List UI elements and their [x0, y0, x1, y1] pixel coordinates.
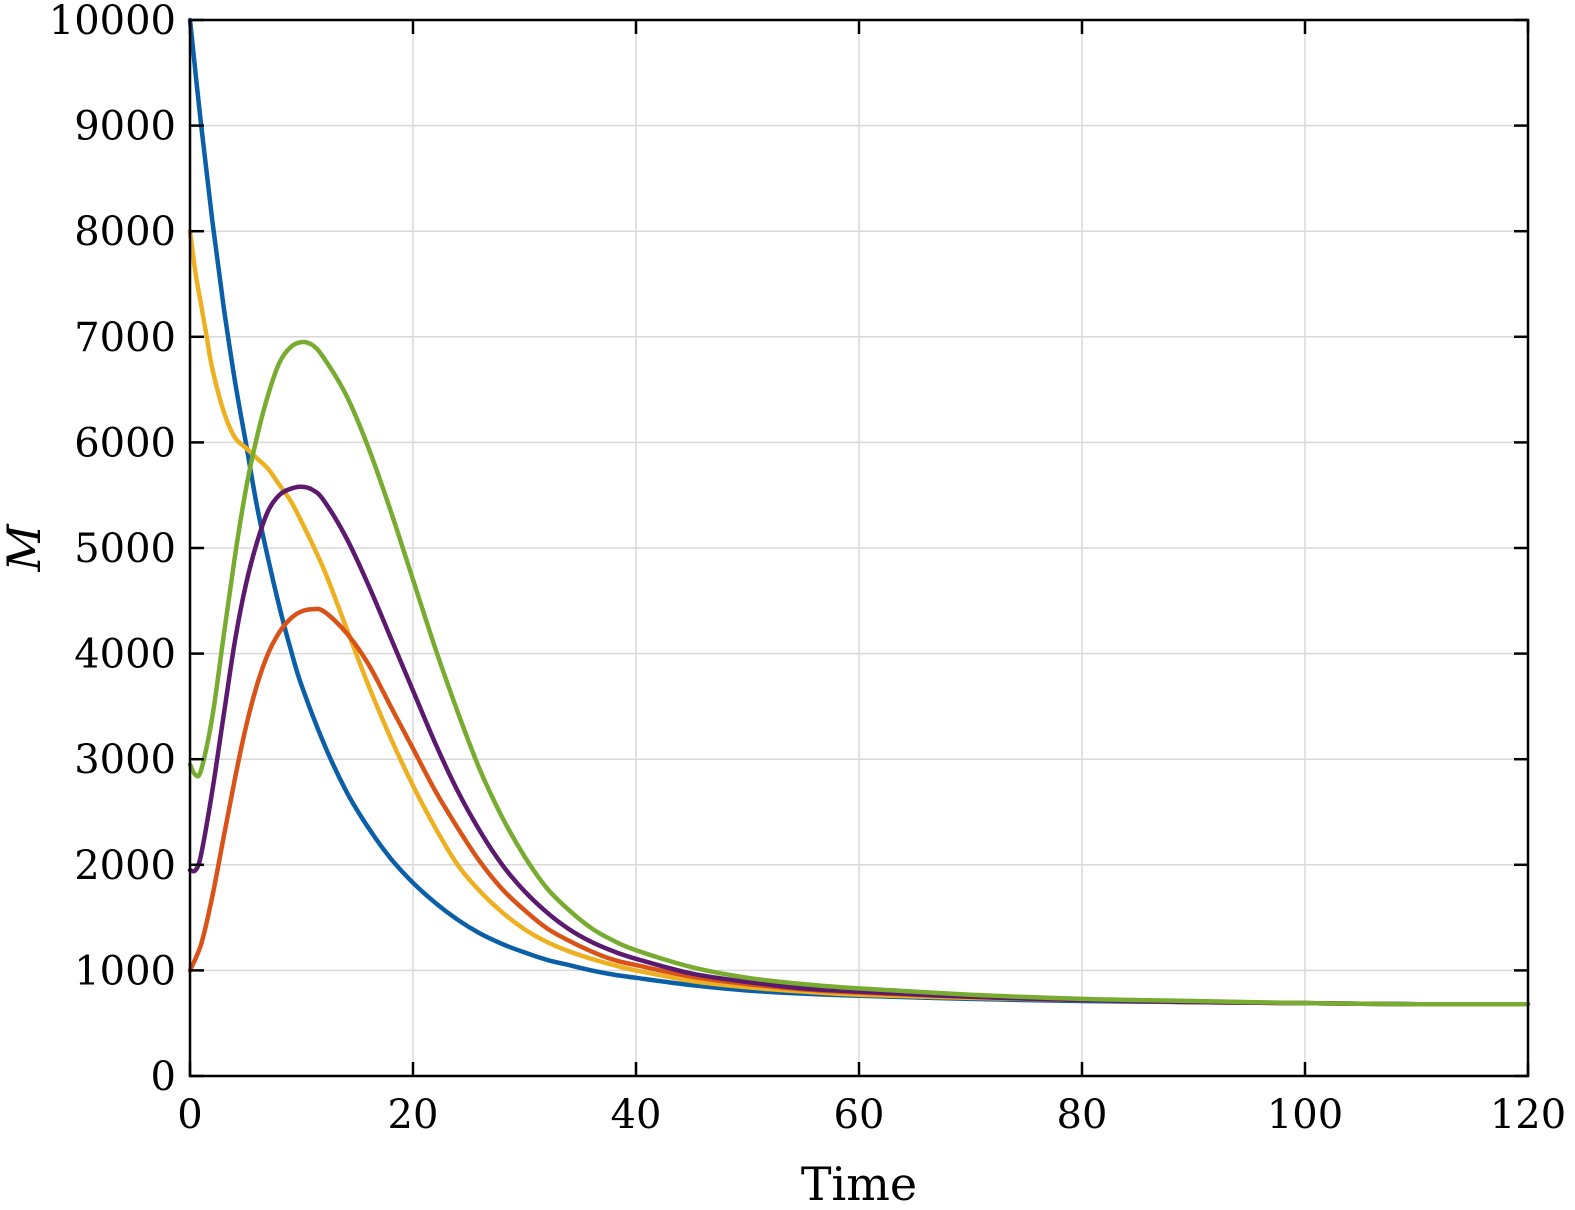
grid-lines	[190, 20, 1528, 1076]
y-tick-label: 7000	[74, 315, 176, 361]
series-line-5	[187, 339, 1531, 1007]
y-tick-label: 10000	[49, 0, 176, 44]
series-layer	[187, 17, 1531, 1007]
x-tick-label: 60	[834, 1092, 885, 1138]
y-tick-label: 8000	[74, 209, 176, 255]
x-tick-label: 100	[1267, 1092, 1343, 1138]
y-tick-label: 9000	[74, 104, 176, 150]
x-axis-title: Time	[801, 1157, 917, 1210]
tick-labels: 0 20 40 60 80 100 120 0 1000 2000 3000 4000 5000 6000…	[49, 0, 1566, 1138]
y-tick-label: 1000	[74, 948, 176, 994]
y-tick-label: 3000	[74, 737, 176, 783]
y-tick-label: 0	[151, 1054, 176, 1100]
y-tick-label: 4000	[74, 632, 176, 678]
x-tick-label: 20	[388, 1092, 439, 1138]
x-tick-label: 0	[177, 1092, 202, 1138]
x-tick-label: 120	[1490, 1092, 1566, 1138]
y-tick-label: 6000	[74, 420, 176, 466]
x-tick-label: 80	[1057, 1092, 1108, 1138]
y-tick-label: 5000	[74, 526, 176, 572]
y-tick-label: 2000	[74, 843, 176, 889]
x-tick-label: 40	[611, 1092, 662, 1138]
y-axis-title: M	[0, 523, 51, 573]
axis-ticks	[188, 18, 1530, 1078]
